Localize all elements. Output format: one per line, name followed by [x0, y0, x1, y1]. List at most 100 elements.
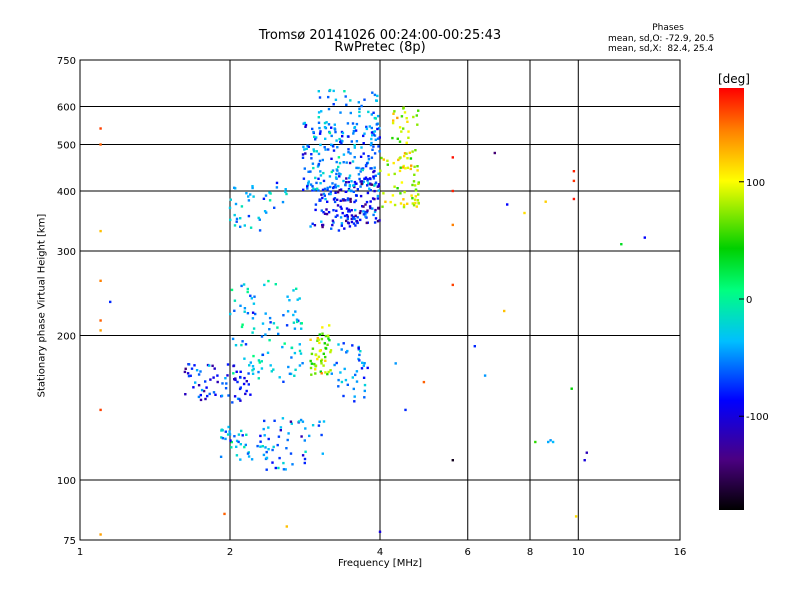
cluster-point — [358, 110, 361, 114]
cluster-point — [350, 217, 353, 221]
cluster-point — [237, 440, 240, 444]
cluster-point — [317, 355, 321, 358]
scatter-point — [99, 127, 102, 130]
cluster-point — [400, 130, 403, 133]
scatter-point — [503, 309, 506, 313]
cluster-point — [230, 440, 233, 444]
cluster-point — [328, 192, 331, 196]
cluster-point — [398, 126, 402, 129]
cluster-point — [252, 354, 255, 358]
cluster-point — [376, 137, 380, 140]
cluster-point — [314, 203, 318, 206]
y-tick-label: 400 — [57, 187, 76, 198]
cluster-point — [351, 122, 355, 125]
cluster-point — [345, 177, 348, 180]
cluster-point — [278, 376, 281, 379]
cluster-point — [320, 433, 323, 437]
cluster-point — [349, 200, 352, 203]
cluster-point — [199, 398, 203, 402]
cluster-point — [228, 206, 232, 210]
cluster-point — [317, 121, 321, 124]
cluster-point — [229, 312, 232, 316]
cluster-point — [393, 172, 396, 176]
cluster-point — [338, 161, 342, 165]
cluster-point — [258, 361, 261, 364]
cluster-point — [336, 214, 339, 217]
cluster-point — [382, 192, 385, 195]
cluster-point — [371, 197, 375, 200]
cluster-point — [377, 184, 380, 188]
cluster-point — [355, 220, 359, 223]
cluster-point — [333, 127, 336, 130]
cluster-point — [197, 384, 201, 387]
cluster-point — [289, 420, 293, 423]
x-tick-label: 16 — [674, 547, 687, 558]
cluster-point — [398, 140, 402, 143]
cluster-point — [325, 208, 328, 211]
cluster-point — [414, 189, 418, 192]
cluster-point — [310, 153, 313, 156]
cluster-point — [406, 120, 409, 123]
scatter-point — [570, 387, 573, 390]
cluster-point — [290, 356, 293, 359]
cluster-point — [274, 283, 277, 286]
cluster-point — [324, 197, 327, 201]
cluster-point — [344, 95, 347, 98]
cluster-point — [360, 146, 363, 149]
cluster-point — [284, 468, 287, 471]
cluster-point — [314, 353, 318, 357]
cluster-point — [356, 216, 359, 219]
cluster-point — [241, 340, 244, 343]
cluster-point — [322, 364, 325, 367]
cluster-point — [396, 137, 399, 140]
cluster-point — [320, 362, 323, 365]
cluster-point — [243, 445, 246, 449]
cluster-point — [313, 362, 316, 366]
cluster-point — [358, 114, 361, 118]
cluster-point — [318, 126, 321, 130]
cluster-point — [298, 297, 301, 300]
cluster-point — [340, 224, 343, 227]
cluster-point — [404, 167, 407, 170]
cluster-point — [231, 401, 234, 404]
cluster-point — [374, 208, 377, 212]
cluster-point — [319, 130, 322, 133]
cluster-point — [314, 176, 317, 180]
cluster-point — [307, 182, 310, 185]
cluster-point — [342, 179, 345, 183]
scatter-point — [99, 279, 102, 282]
cluster-point — [288, 372, 292, 375]
cluster-point — [216, 374, 219, 377]
cluster-point — [361, 205, 364, 208]
cluster-point — [373, 169, 376, 173]
cluster-point — [402, 203, 406, 207]
cluster-point — [221, 382, 224, 385]
cluster-point — [296, 320, 299, 324]
cluster-point — [351, 160, 355, 163]
cluster-point — [324, 359, 327, 362]
cluster-point — [272, 445, 275, 449]
cluster-point — [360, 180, 364, 183]
cluster-point — [278, 456, 281, 460]
cluster-point — [336, 146, 339, 149]
cluster-point — [249, 361, 252, 364]
cluster-point — [249, 393, 252, 396]
cluster-point — [359, 170, 362, 173]
cluster-point — [281, 345, 284, 349]
cluster-point — [340, 348, 343, 351]
cluster-point — [344, 199, 347, 202]
cluster-point — [357, 166, 360, 170]
cluster-point — [320, 110, 323, 113]
cluster-point — [200, 388, 204, 392]
cluster-point — [226, 374, 229, 377]
cluster-point — [315, 181, 318, 185]
cluster-point — [333, 123, 336, 126]
cluster-point — [298, 364, 302, 367]
cluster-point — [345, 181, 348, 184]
cluster-point — [317, 90, 320, 93]
cluster-point — [243, 357, 246, 360]
cluster-point — [378, 150, 381, 153]
cluster-point — [269, 321, 272, 324]
cluster-point — [412, 115, 415, 119]
cluster-point — [354, 214, 357, 217]
